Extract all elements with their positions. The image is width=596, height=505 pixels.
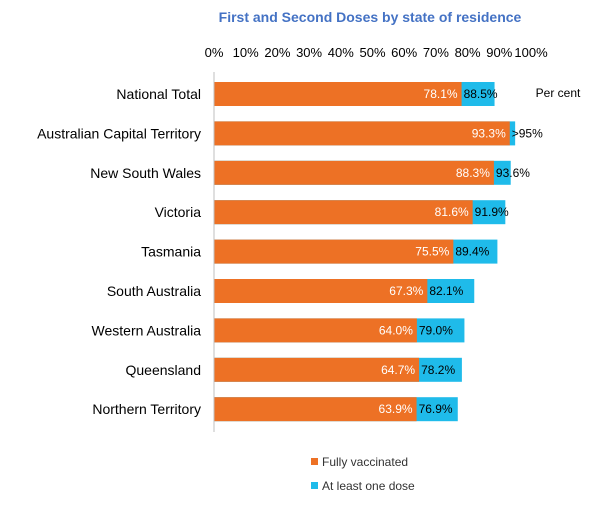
data-label-fully-vaccinated: 88.3% [456,166,490,180]
category-label: Victoria [155,204,202,220]
category-label: Queensland [125,362,201,378]
x-tick-label: 10% [233,45,259,60]
legend-label: Fully vaccinated [322,455,408,469]
x-tick-label: 40% [328,45,354,60]
legend: Fully vaccinated At least one dose [311,455,415,493]
data-label-fully-vaccinated: 78.1% [424,87,458,101]
category-label: Western Australia [92,322,202,338]
data-label-fully-vaccinated: 93.3% [472,126,506,140]
bars: 78.1% 88.5% 93.3% >95% 88.3% 93.6% 81.6% 91.9% 7… [214,82,543,422]
category-label: Tasmania [141,244,201,260]
data-label-fully-vaccinated: 64.7% [381,363,415,377]
x-tick-label: 30% [296,45,322,60]
data-label-at-least-one-dose: 78.2% [421,363,455,377]
data-label-at-least-one-dose: 91.9% [475,205,509,219]
category-label: National Total [116,86,201,102]
legend-swatch [311,458,318,465]
data-label-fully-vaccinated: 81.6% [435,205,469,219]
category-label: Northern Territory [92,401,201,417]
data-label-fully-vaccinated: 63.9% [379,402,413,416]
x-tick-label: 100% [514,45,548,60]
bar-fully-vaccinated [214,121,510,146]
x-tick-label: 90% [486,45,512,60]
data-label-at-least-one-dose: >95% [512,126,543,140]
bar-fully-vaccinated [214,200,473,225]
legend-swatch [311,482,318,489]
bar-fully-vaccinated [214,279,428,303]
bar-fully-vaccinated [214,239,454,264]
legend-label: At least one dose [322,479,415,493]
unit-label: Per cent [536,86,581,100]
x-axis-ticks: 0% 10% 20% 30% 40% 50% 60% 70% 80% 90% 100% [205,45,548,60]
bar-fully-vaccinated [214,82,462,106]
chart-title: First and Second Doses by state of resid… [219,9,522,25]
x-tick-label: 70% [423,45,449,60]
category-label: New South Wales [90,165,201,181]
category-label: Australian Capital Territory [37,125,201,141]
data-label-fully-vaccinated: 75.5% [415,245,449,259]
bar-fully-vaccinated [214,318,417,343]
data-label-at-least-one-dose: 76.9% [419,402,453,416]
data-label-fully-vaccinated: 64.0% [379,323,413,337]
data-label-at-least-one-dose: 89.4% [455,245,489,259]
data-label-at-least-one-dose: 79.0% [419,323,453,337]
data-label-fully-vaccinated: 67.3% [389,284,423,298]
bar-fully-vaccinated [214,357,420,382]
data-label-at-least-one-dose: 82.1% [429,284,463,298]
x-tick-label: 0% [205,45,224,60]
bar-fully-vaccinated [214,160,494,185]
bar-fully-vaccinated [214,397,417,422]
category-label: South Australia [107,283,201,299]
x-tick-label: 20% [264,45,290,60]
x-tick-label: 80% [455,45,481,60]
data-label-at-least-one-dose: 88.5% [464,87,498,101]
data-label-at-least-one-dose: 93.6% [496,166,530,180]
x-tick-label: 50% [359,45,385,60]
category-labels: National Total Australian Capital Territo… [37,86,201,417]
x-tick-label: 60% [391,45,417,60]
